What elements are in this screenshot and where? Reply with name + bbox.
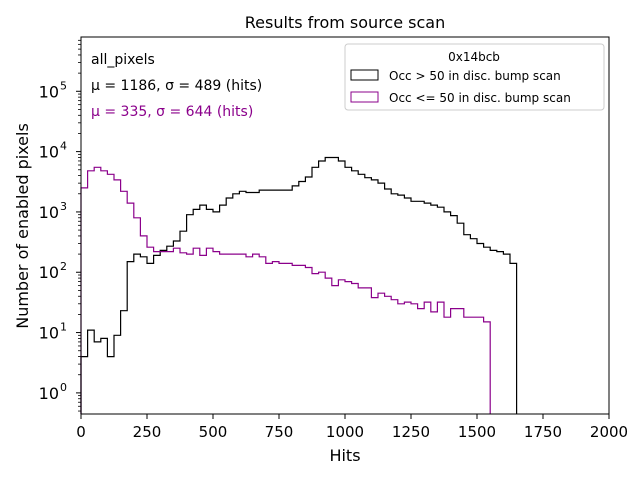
y-tick-label: 10 [39,263,59,282]
x-tick-label: 2000 [590,423,628,441]
y-tick-exponent: 1 [60,321,67,334]
y-tick-exponent: 3 [60,200,67,213]
dataset-label: all_pixels [91,52,155,68]
stats-black-annotation: μ = 1186, σ = 489 (hits) [91,78,262,94]
x-tick-label: 1000 [326,423,364,441]
legend-swatch-black [350,69,379,81]
y-tick-label: 10 [39,203,59,222]
x-tick-label: 250 [133,423,162,441]
y-tick-label: 10 [39,143,59,162]
x-tick-label: 750 [265,423,294,441]
legend-box [344,43,605,111]
series-step-0 [80,156,518,414]
legend-entry-black: Occ > 50 in disc. bump scan [389,69,561,83]
y-tick-exponent: 4 [60,140,67,153]
legend: 0x14bcb Occ > 50 in disc. bump scan Occ … [344,43,605,111]
stats-purple-annotation: μ = 335, σ = 644 (hits) [91,104,253,120]
x-tick-label: 1500 [458,423,496,441]
legend-swatch-purple [350,91,379,103]
chart-title: Results from source scan [245,13,445,32]
y-axis-label: Number of enabled pixels [13,123,32,329]
y-tick-exponent: 0 [60,381,67,394]
x-tick-label: 0 [76,423,86,441]
legend-entry-purple: Occ <= 50 in disc. bump scan [389,91,571,105]
y-tick-exponent: 2 [60,260,67,273]
x-tick-label: 1750 [524,423,562,441]
y-tick-exponent: 5 [60,79,67,92]
x-axis-label: Hits [329,446,360,465]
y-tick-label: 10 [39,324,59,343]
series-step-1 [80,166,491,414]
plot-area [80,156,518,414]
legend-title: 0x14bcb [448,50,500,64]
y-tick-label: 10 [39,82,59,101]
y-tick-label: 10 [39,384,59,403]
x-tick-label: 500 [199,423,228,441]
x-tick-label: 1250 [392,423,430,441]
